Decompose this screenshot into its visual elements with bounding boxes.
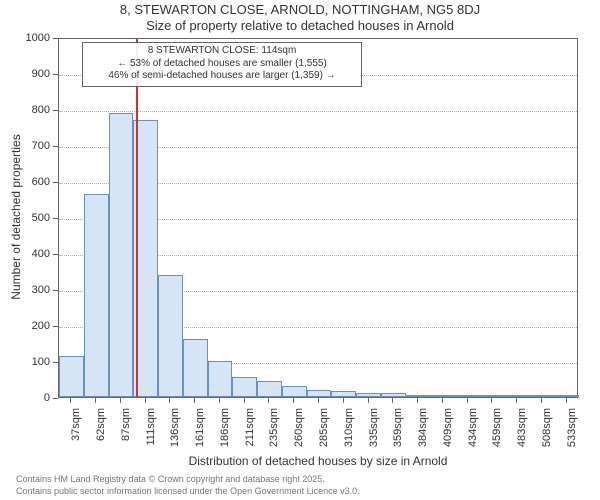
x-tick-label: 161sqm — [194, 408, 206, 468]
histogram-bar — [232, 377, 257, 397]
x-tick-mark — [219, 398, 220, 403]
histogram-bar — [208, 361, 233, 397]
x-tick-mark — [194, 398, 195, 403]
annotation-line: 46% of semi-detached houses are larger (… — [89, 70, 355, 83]
histogram-bar — [529, 395, 554, 397]
y-tick-label: 900 — [22, 68, 50, 80]
x-tick-label: 111sqm — [145, 408, 157, 468]
x-tick-mark — [120, 398, 121, 403]
title-line2: Size of property relative to detached ho… — [0, 18, 600, 33]
y-tick-label: 300 — [22, 284, 50, 296]
x-tick-label: 62sqm — [95, 408, 107, 468]
x-tick-mark — [145, 398, 146, 403]
histogram-bar — [554, 395, 579, 397]
x-tick-label: 235sqm — [268, 408, 280, 468]
footer-line-1: Contains HM Land Registry data © Crown c… — [16, 474, 325, 484]
footer-line-2: Contains public sector information licen… — [16, 486, 360, 496]
y-tick-label: 800 — [22, 104, 50, 116]
x-tick-label: 310sqm — [343, 408, 355, 468]
x-tick-mark — [491, 398, 492, 403]
y-tick-label: 200 — [22, 320, 50, 332]
y-tick-mark — [53, 146, 58, 147]
histogram-bar — [381, 393, 406, 397]
x-tick-mark — [541, 398, 542, 403]
annotation-box: 8 STEWARTON CLOSE: 114sqm← 53% of detach… — [82, 42, 362, 87]
x-tick-mark — [566, 398, 567, 403]
x-tick-mark — [343, 398, 344, 403]
plot-area — [58, 38, 578, 398]
x-tick-mark — [268, 398, 269, 403]
histogram-bar — [455, 395, 480, 397]
x-tick-mark — [95, 398, 96, 403]
y-tick-mark — [53, 290, 58, 291]
x-tick-label: 136sqm — [169, 408, 181, 468]
histogram-bar — [84, 194, 109, 397]
x-tick-label: 483sqm — [516, 408, 528, 468]
histogram-bar — [257, 381, 282, 397]
x-tick-label: 533sqm — [566, 408, 578, 468]
histogram-bar — [282, 386, 307, 397]
y-tick-label: 500 — [22, 212, 50, 224]
histogram-bar — [406, 395, 431, 397]
y-tick-mark — [53, 362, 58, 363]
x-tick-mark — [392, 398, 393, 403]
histogram-bar — [505, 395, 530, 397]
x-tick-label: 434sqm — [467, 408, 479, 468]
x-tick-label: 260sqm — [293, 408, 305, 468]
histogram-bar — [480, 395, 505, 397]
y-tick-label: 1000 — [22, 32, 50, 44]
x-tick-mark — [417, 398, 418, 403]
histogram-bar — [356, 393, 381, 397]
y-tick-label: 100 — [22, 356, 50, 368]
y-axis-label: Number of detached properties — [9, 117, 23, 317]
x-tick-label: 37sqm — [70, 408, 82, 468]
y-tick-label: 400 — [22, 248, 50, 260]
y-tick-label: 700 — [22, 140, 50, 152]
annotation-line: ← 53% of detached houses are smaller (1,… — [89, 58, 355, 71]
x-tick-mark — [293, 398, 294, 403]
y-tick-mark — [53, 326, 58, 327]
y-tick-label: 600 — [22, 176, 50, 188]
x-tick-label: 186sqm — [219, 408, 231, 468]
x-tick-label: 359sqm — [392, 408, 404, 468]
x-tick-mark — [442, 398, 443, 403]
histogram-bar — [158, 275, 183, 397]
x-tick-label: 459sqm — [491, 408, 503, 468]
x-tick-mark — [318, 398, 319, 403]
y-tick-mark — [53, 38, 58, 39]
x-tick-mark — [516, 398, 517, 403]
y-tick-mark — [53, 218, 58, 219]
x-tick-mark — [467, 398, 468, 403]
histogram-bar — [331, 391, 356, 397]
marker-line — [136, 39, 138, 397]
x-tick-label: 211sqm — [244, 408, 256, 468]
x-tick-mark — [169, 398, 170, 403]
histogram-bar — [183, 339, 208, 397]
histogram-bar — [430, 395, 455, 397]
x-tick-label: 335sqm — [368, 408, 380, 468]
y-tick-mark — [53, 110, 58, 111]
y-tick-mark — [53, 254, 58, 255]
x-tick-label: 384sqm — [417, 408, 429, 468]
y-tick-mark — [53, 74, 58, 75]
x-tick-label: 285sqm — [318, 408, 330, 468]
histogram-bar — [307, 390, 332, 397]
histogram-bar — [59, 356, 84, 397]
x-tick-label: 87sqm — [120, 408, 132, 468]
x-tick-mark — [368, 398, 369, 403]
x-tick-label: 508sqm — [541, 408, 553, 468]
x-tick-label: 409sqm — [442, 408, 454, 468]
annotation-line: 8 STEWARTON CLOSE: 114sqm — [89, 45, 355, 58]
x-tick-mark — [244, 398, 245, 403]
y-tick-mark — [53, 182, 58, 183]
x-tick-mark — [70, 398, 71, 403]
histogram-bar — [109, 113, 134, 397]
y-tick-label: 0 — [22, 392, 50, 404]
title-line1: 8, STEWARTON CLOSE, ARNOLD, NOTTINGHAM, … — [0, 2, 600, 17]
y-tick-mark — [53, 398, 58, 399]
chart-container: 8, STEWARTON CLOSE, ARNOLD, NOTTINGHAM, … — [0, 0, 600, 500]
